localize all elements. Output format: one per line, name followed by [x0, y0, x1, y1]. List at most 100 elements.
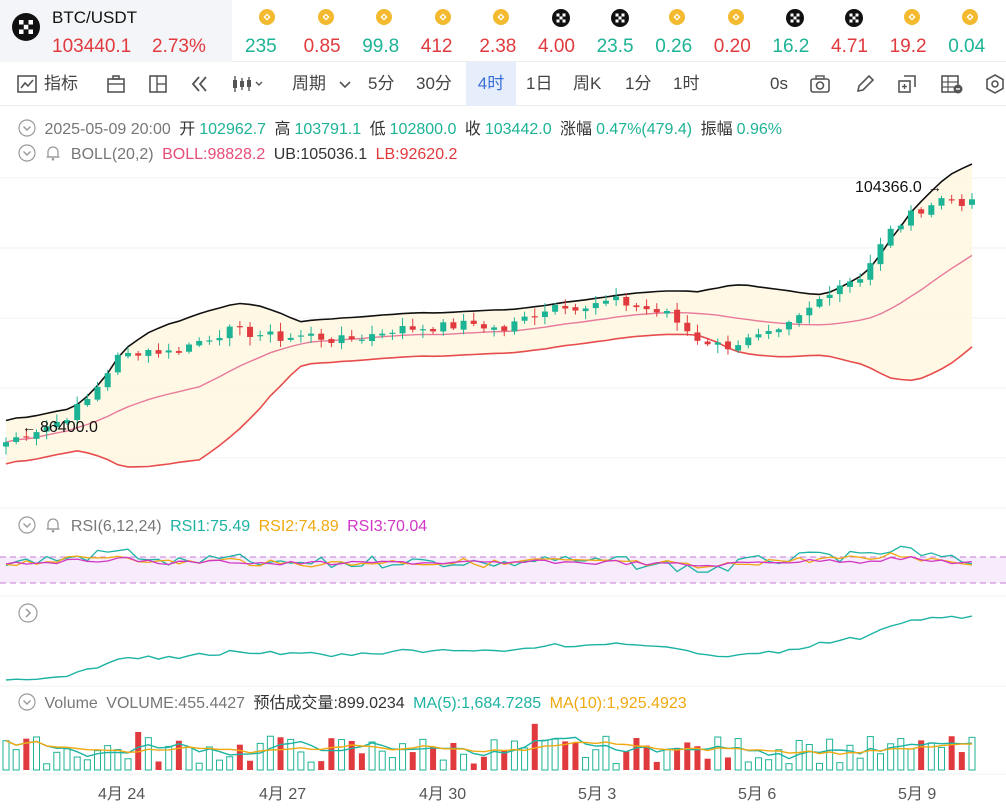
briefcase-icon[interactable] — [106, 73, 126, 100]
candle — [694, 324, 701, 345]
indicator-chart-icon[interactable] — [16, 73, 38, 100]
layout-icon[interactable] — [148, 73, 168, 100]
ticker-item[interactable]: 0.26 — [655, 0, 693, 62]
volume-bar — [307, 761, 315, 771]
interval-1w[interactable]: 周K — [573, 74, 602, 93]
ticker-item[interactable]: 412 — [421, 0, 459, 62]
expand-indicator-icon[interactable] — [18, 603, 38, 628]
indicators-button[interactable]: 指标 — [44, 74, 78, 93]
volume-bar — [287, 738, 295, 771]
bnb-icon — [493, 9, 510, 30]
main-pair-card[interactable]: BTC/USDT 103440.1 2.73% — [0, 0, 232, 62]
ticker-item[interactable]: 2.38 — [479, 0, 517, 62]
boll-mid-line — [5, 254, 973, 443]
candle — [379, 329, 386, 339]
volume-bar — [521, 747, 529, 771]
interval-1d[interactable]: 1日 — [526, 74, 553, 93]
collapse-chevron-icon[interactable] — [18, 119, 36, 142]
candle — [704, 338, 711, 347]
candle — [928, 202, 935, 218]
close-value: 103442.0 — [484, 121, 552, 138]
candle — [755, 328, 762, 341]
interval-1m[interactable]: 1分 — [625, 74, 652, 93]
candle — [409, 318, 416, 333]
change-value: 0.47%(479.4) — [596, 121, 693, 138]
candle — [765, 324, 772, 340]
volume-bar — [104, 745, 112, 771]
volume-bar — [744, 761, 752, 771]
ticker-item[interactable]: 23.5 — [597, 0, 635, 62]
candle — [877, 237, 884, 271]
rewind-icon[interactable] — [189, 73, 211, 100]
high-marker-value: 104366.0 — [855, 179, 922, 196]
ticker-item[interactable]: 16.2 — [772, 0, 810, 62]
volume-bar — [724, 757, 731, 770]
candle — [206, 335, 213, 345]
ticker-item[interactable]: 99.8 — [362, 0, 400, 62]
ticker-item[interactable]: 19.2 — [890, 0, 928, 62]
ticker-item[interactable]: 235 — [245, 0, 283, 62]
interval-1h[interactable]: 1时 — [673, 74, 700, 93]
ticker-item[interactable]: 4.00 — [538, 0, 576, 62]
candle — [440, 319, 447, 336]
candle — [613, 288, 620, 307]
volume-bar — [277, 737, 284, 770]
ticker-value: 99.8 — [362, 36, 400, 57]
interval-4h[interactable]: 4时 — [466, 62, 516, 106]
bnb-icon — [903, 9, 920, 30]
settings-icon[interactable] — [985, 73, 1005, 100]
collapse-chevron-icon[interactable] — [18, 693, 36, 716]
volume-bar — [815, 762, 823, 771]
grid-settings-icon[interactable] — [940, 73, 964, 100]
ticker-item[interactable]: 0.20 — [714, 0, 752, 62]
bnb-icon — [259, 9, 275, 30]
ticker-value: 19.2 — [889, 36, 927, 57]
collapse-chevron-icon[interactable] — [18, 144, 36, 167]
candle-type-icon[interactable] — [230, 73, 264, 100]
low-marker-value: 86400.0 — [40, 419, 98, 436]
volume-bar — [185, 746, 193, 771]
collapse-chevron-icon[interactable] — [18, 516, 36, 539]
candle — [358, 334, 365, 344]
volume-name: Volume — [44, 695, 98, 712]
high-label: 高 — [274, 121, 291, 138]
pair-name: BTC/USDT — [52, 8, 137, 27]
candle — [460, 314, 467, 335]
volume-bar — [236, 744, 243, 770]
rsi2-value: RSI2:74.89 — [258, 518, 339, 535]
volume-bar — [195, 762, 203, 771]
candle — [216, 329, 223, 346]
change-label: 涨幅 — [560, 121, 593, 138]
candle — [104, 370, 111, 391]
close-label: 收 — [464, 121, 481, 138]
candle — [582, 305, 589, 320]
okx-icon — [786, 9, 805, 32]
interval-30m[interactable]: 30分 — [416, 74, 452, 93]
open-value: 102962.7 — [199, 121, 266, 138]
camera-icon[interactable] — [809, 73, 831, 100]
ticker-item[interactable]: 0.85 — [304, 0, 342, 62]
bell-icon[interactable] — [44, 516, 62, 539]
ticker-item[interactable]: 0.04 — [948, 0, 986, 62]
candle — [938, 195, 945, 210]
bell-icon[interactable] — [44, 144, 62, 167]
candle — [450, 318, 457, 331]
volume-bar — [368, 741, 376, 771]
bnb-icon — [727, 9, 744, 30]
period-button[interactable]: 周期 — [292, 74, 326, 93]
volume-bar — [297, 751, 305, 771]
volume-bar — [541, 739, 549, 771]
candle — [277, 322, 284, 347]
chevron-down-icon[interactable] — [338, 73, 352, 100]
add-window-icon[interactable] — [896, 73, 918, 100]
volume-bar — [968, 736, 976, 771]
volume-bar — [856, 757, 864, 771]
okx-icon — [845, 9, 863, 32]
volume-bar — [937, 746, 945, 771]
interval-5m[interactable]: 5分 — [368, 74, 395, 93]
ticker-item[interactable]: 4.71 — [831, 0, 869, 62]
volume-bar — [684, 742, 691, 770]
pencil-icon[interactable] — [854, 73, 876, 100]
candle — [511, 317, 518, 335]
volume-bar — [83, 759, 91, 771]
